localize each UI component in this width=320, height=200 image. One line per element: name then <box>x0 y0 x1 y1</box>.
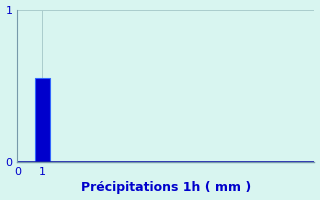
Bar <box>35 78 50 162</box>
X-axis label: Précipitations 1h ( mm ): Précipitations 1h ( mm ) <box>81 181 251 194</box>
